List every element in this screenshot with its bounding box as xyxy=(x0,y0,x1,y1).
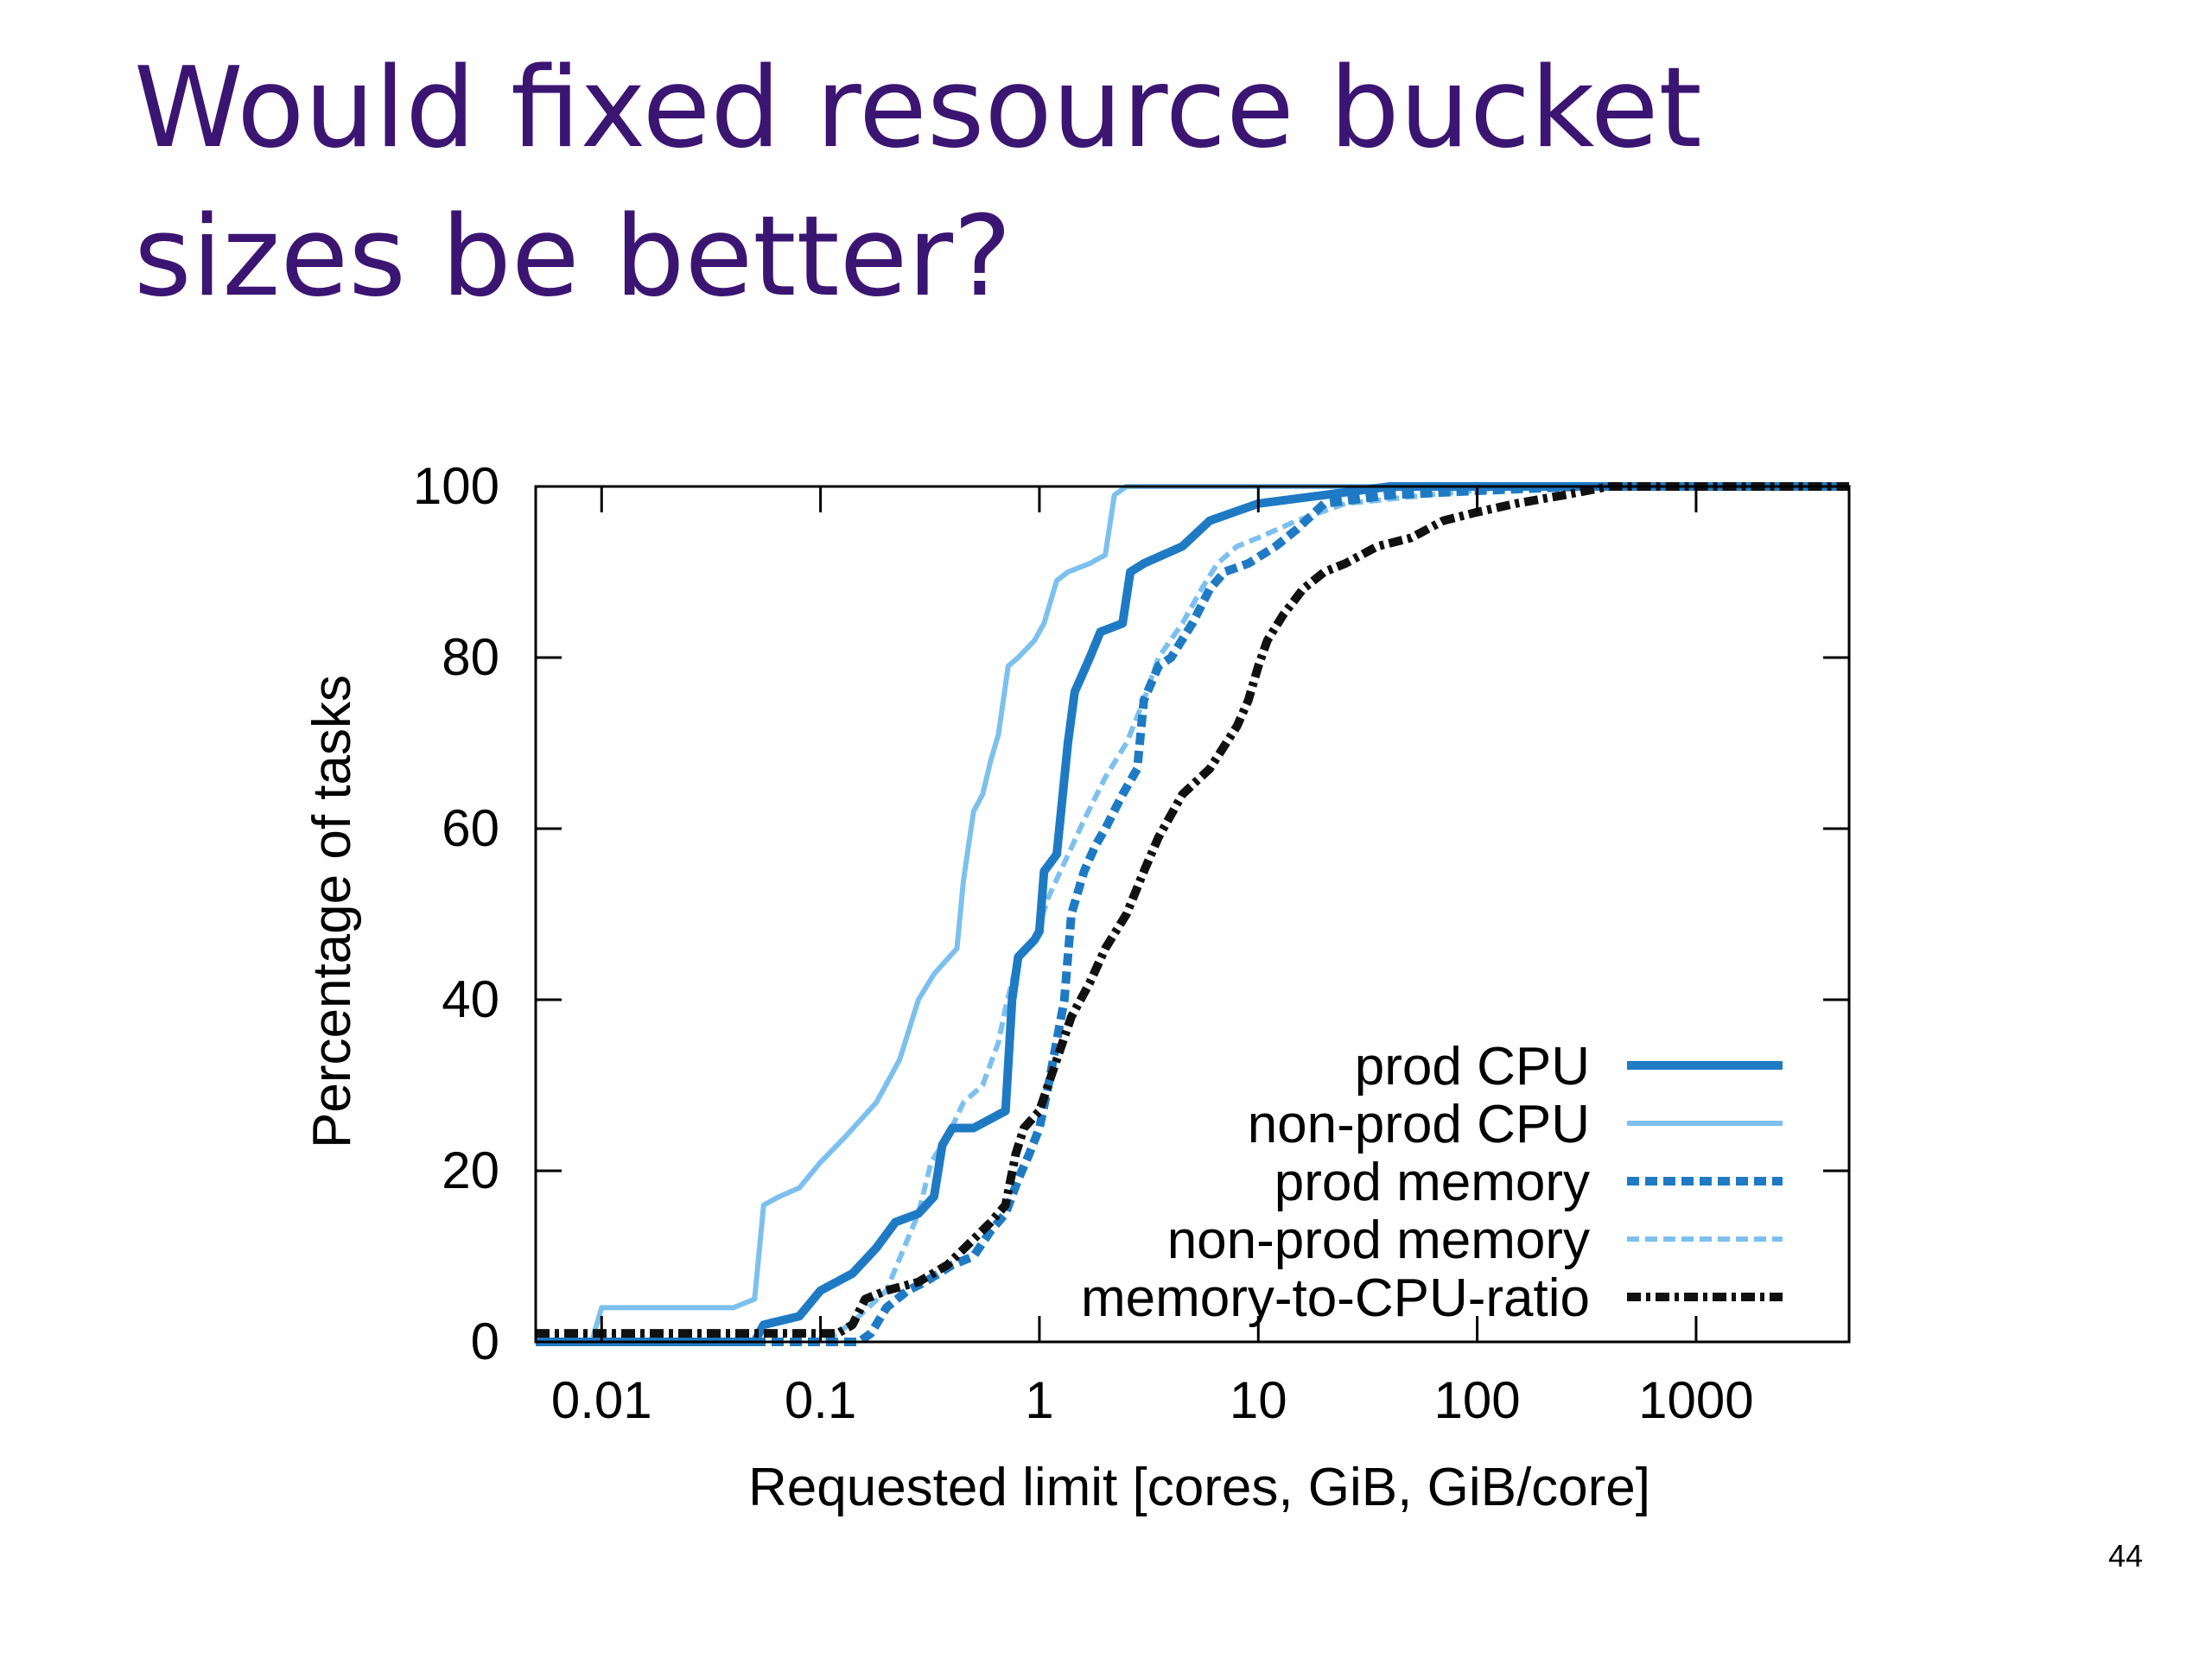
x-tick-label: 0.01 xyxy=(551,1371,652,1429)
ticks-layer: 0.01 0.1 1 10 100 1000 0 20 40 60 80 100 xyxy=(413,457,1849,1429)
y-tick-label: 80 xyxy=(442,628,499,686)
x-tick-label: 0.1 xyxy=(785,1371,856,1429)
legend-label: non-prod CPU xyxy=(1248,1095,1590,1154)
y-tick-label: 40 xyxy=(442,970,499,1028)
y-tick-label: 0 xyxy=(471,1313,499,1370)
x-tick-label: 10 xyxy=(1230,1371,1287,1429)
series-line-non-prod-memory xyxy=(536,484,1849,1344)
y-tick-label: 20 xyxy=(442,1141,499,1199)
slide-title-line-1: Would fixed resource bucket xyxy=(134,44,1702,173)
legend-label: non-prod memory xyxy=(1167,1211,1590,1270)
y-tick-label: 60 xyxy=(442,799,499,857)
legend-label: memory-to-CPU-ratio xyxy=(1081,1268,1590,1328)
series-line-memory-to-cpu-ratio xyxy=(536,482,1849,1338)
x-axis-label: Requested limit [cores, GiB, GiB/core] xyxy=(748,1458,1650,1517)
x-tick-label: 100 xyxy=(1434,1371,1521,1429)
y-axis-label: Percentage of tasks xyxy=(302,675,362,1148)
legend-label: prod CPU xyxy=(1355,1037,1590,1096)
x-tick-label: 1 xyxy=(1025,1371,1053,1429)
slide-title: Would fixed resource bucket sizes be bet… xyxy=(134,35,1862,332)
plot-frame xyxy=(534,485,1851,1344)
series-line-prod-cpu xyxy=(536,482,1849,1346)
series-layer xyxy=(536,482,1849,1346)
page-number: 44 xyxy=(2107,1538,2143,1573)
series-line-non-prod-cpu xyxy=(536,484,1849,1344)
y-tick-label: 100 xyxy=(413,457,499,515)
slide-title-line-2: sizes be better? xyxy=(134,193,1012,321)
legend-label: prod memory xyxy=(1274,1153,1590,1212)
x-tick-label: 1000 xyxy=(1638,1371,1753,1429)
